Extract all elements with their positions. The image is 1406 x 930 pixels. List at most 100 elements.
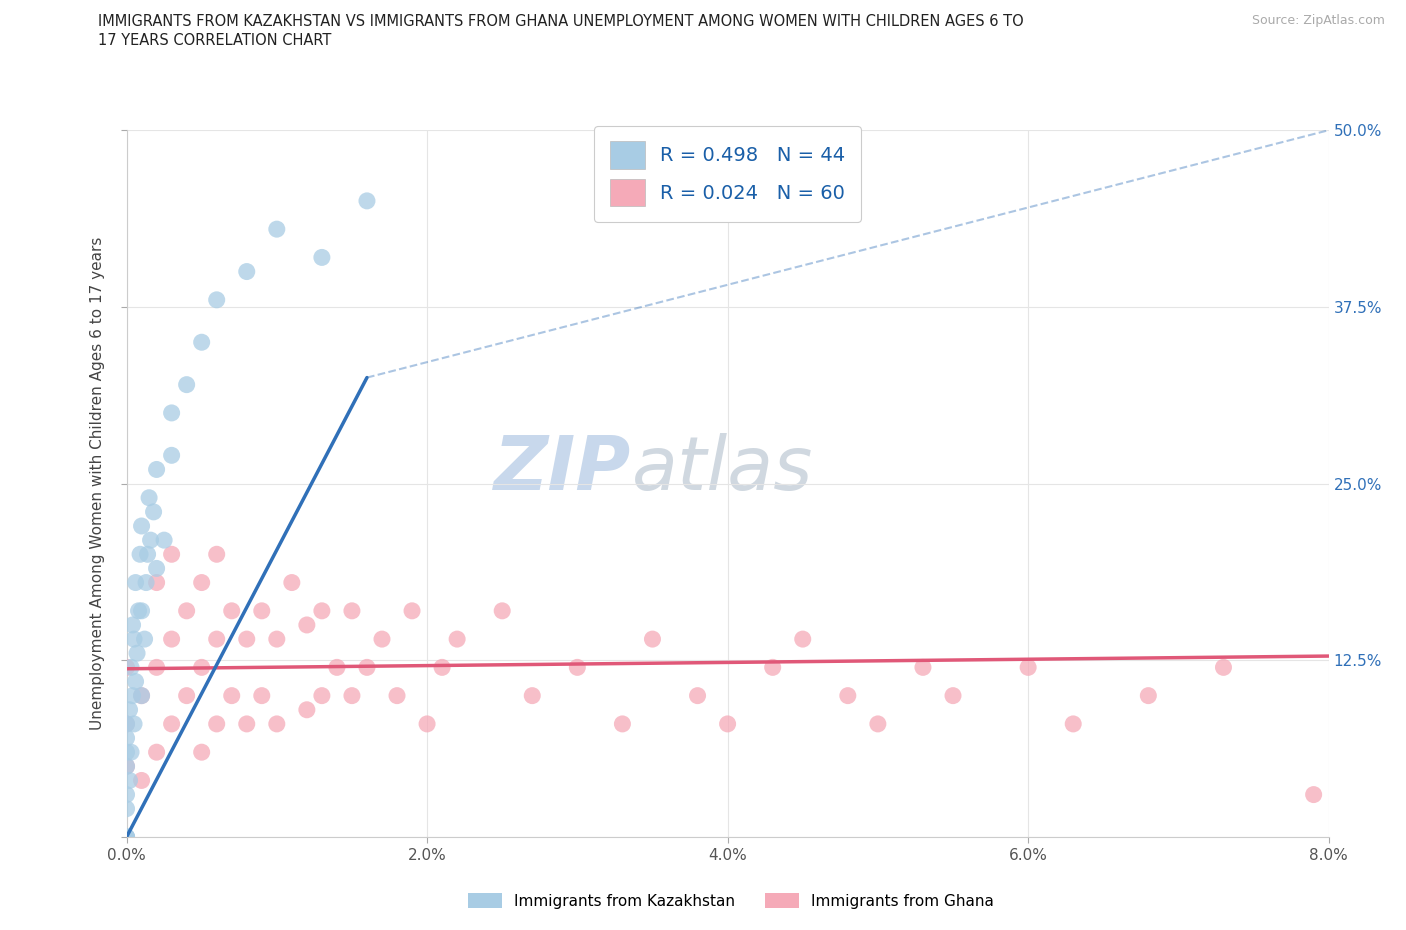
Point xyxy=(160,547,183,562)
Point xyxy=(160,448,183,463)
Point xyxy=(145,462,167,477)
Point xyxy=(120,660,142,675)
Point xyxy=(190,745,212,760)
Legend: R = 0.498   N = 44, R = 0.024   N = 60: R = 0.498 N = 44, R = 0.024 N = 60 xyxy=(595,126,860,221)
Point xyxy=(311,604,333,618)
Point xyxy=(135,575,157,590)
Point xyxy=(837,688,859,703)
Point xyxy=(145,561,167,576)
Point xyxy=(131,519,153,534)
Point xyxy=(190,660,212,675)
Point xyxy=(115,830,138,844)
Point xyxy=(612,716,634,731)
Point xyxy=(142,504,165,519)
Point xyxy=(235,631,259,646)
Point xyxy=(311,250,333,265)
Point xyxy=(266,631,288,646)
Legend: Immigrants from Kazakhstan, Immigrants from Ghana: Immigrants from Kazakhstan, Immigrants f… xyxy=(463,886,1000,915)
Point xyxy=(430,660,453,675)
Point xyxy=(311,688,333,703)
Point xyxy=(1302,787,1324,802)
Point xyxy=(250,604,273,618)
Point xyxy=(160,631,183,646)
Point xyxy=(1137,688,1160,703)
Point xyxy=(911,660,934,675)
Text: IMMIGRANTS FROM KAZAKHSTAN VS IMMIGRANTS FROM GHANA UNEMPLOYMENT AMONG WOMEN WIT: IMMIGRANTS FROM KAZAKHSTAN VS IMMIGRANTS… xyxy=(98,14,1024,29)
Point xyxy=(115,830,138,844)
Point xyxy=(115,759,138,774)
Point xyxy=(792,631,814,646)
Point xyxy=(160,405,183,420)
Point xyxy=(115,716,138,731)
Point xyxy=(356,660,378,675)
Point xyxy=(567,660,589,675)
Point xyxy=(131,773,153,788)
Text: ZIP: ZIP xyxy=(494,433,631,506)
Point xyxy=(121,618,143,632)
Point xyxy=(371,631,394,646)
Point xyxy=(340,604,363,618)
Point xyxy=(145,575,167,590)
Point xyxy=(145,745,167,760)
Point xyxy=(115,830,138,844)
Point xyxy=(295,618,318,632)
Point xyxy=(160,716,183,731)
Point xyxy=(205,631,228,646)
Point xyxy=(124,674,146,689)
Point xyxy=(641,631,664,646)
Point xyxy=(115,830,138,844)
Point xyxy=(139,533,162,548)
Point xyxy=(446,631,468,646)
Point xyxy=(522,688,544,703)
Point xyxy=(129,547,152,562)
Point xyxy=(716,716,740,731)
Point xyxy=(221,688,243,703)
Point xyxy=(762,660,785,675)
Point xyxy=(266,221,288,236)
Point xyxy=(118,702,141,717)
Point xyxy=(115,716,138,731)
Point xyxy=(115,802,138,817)
Point xyxy=(176,688,198,703)
Text: 17 YEARS CORRELATION CHART: 17 YEARS CORRELATION CHART xyxy=(98,33,332,47)
Point xyxy=(115,660,138,675)
Point xyxy=(340,688,363,703)
Point xyxy=(942,688,965,703)
Point xyxy=(131,688,153,703)
Point xyxy=(326,660,349,675)
Point xyxy=(125,645,148,660)
Point xyxy=(115,745,138,760)
Point xyxy=(866,716,889,731)
Point xyxy=(281,575,304,590)
Point xyxy=(295,702,318,717)
Point xyxy=(131,688,153,703)
Point xyxy=(385,688,408,703)
Point xyxy=(190,575,212,590)
Point xyxy=(416,716,439,731)
Point xyxy=(235,264,259,279)
Point xyxy=(266,716,288,731)
Point xyxy=(122,631,145,646)
Point xyxy=(190,335,212,350)
Point xyxy=(1062,716,1084,731)
Point xyxy=(401,604,423,618)
Text: atlas: atlas xyxy=(631,433,813,506)
Point xyxy=(1212,660,1234,675)
Point xyxy=(115,787,138,802)
Point xyxy=(115,759,138,774)
Point xyxy=(221,604,243,618)
Point xyxy=(250,688,273,703)
Point xyxy=(205,716,228,731)
Point xyxy=(491,604,513,618)
Point xyxy=(145,660,167,675)
Point xyxy=(356,193,378,208)
Point xyxy=(124,575,146,590)
Point xyxy=(128,604,150,618)
Point xyxy=(153,533,176,548)
Text: Source: ZipAtlas.com: Source: ZipAtlas.com xyxy=(1251,14,1385,27)
Y-axis label: Unemployment Among Women with Children Ages 6 to 17 years: Unemployment Among Women with Children A… xyxy=(90,237,105,730)
Point xyxy=(205,547,228,562)
Point xyxy=(176,378,198,392)
Point xyxy=(235,716,259,731)
Point xyxy=(134,631,156,646)
